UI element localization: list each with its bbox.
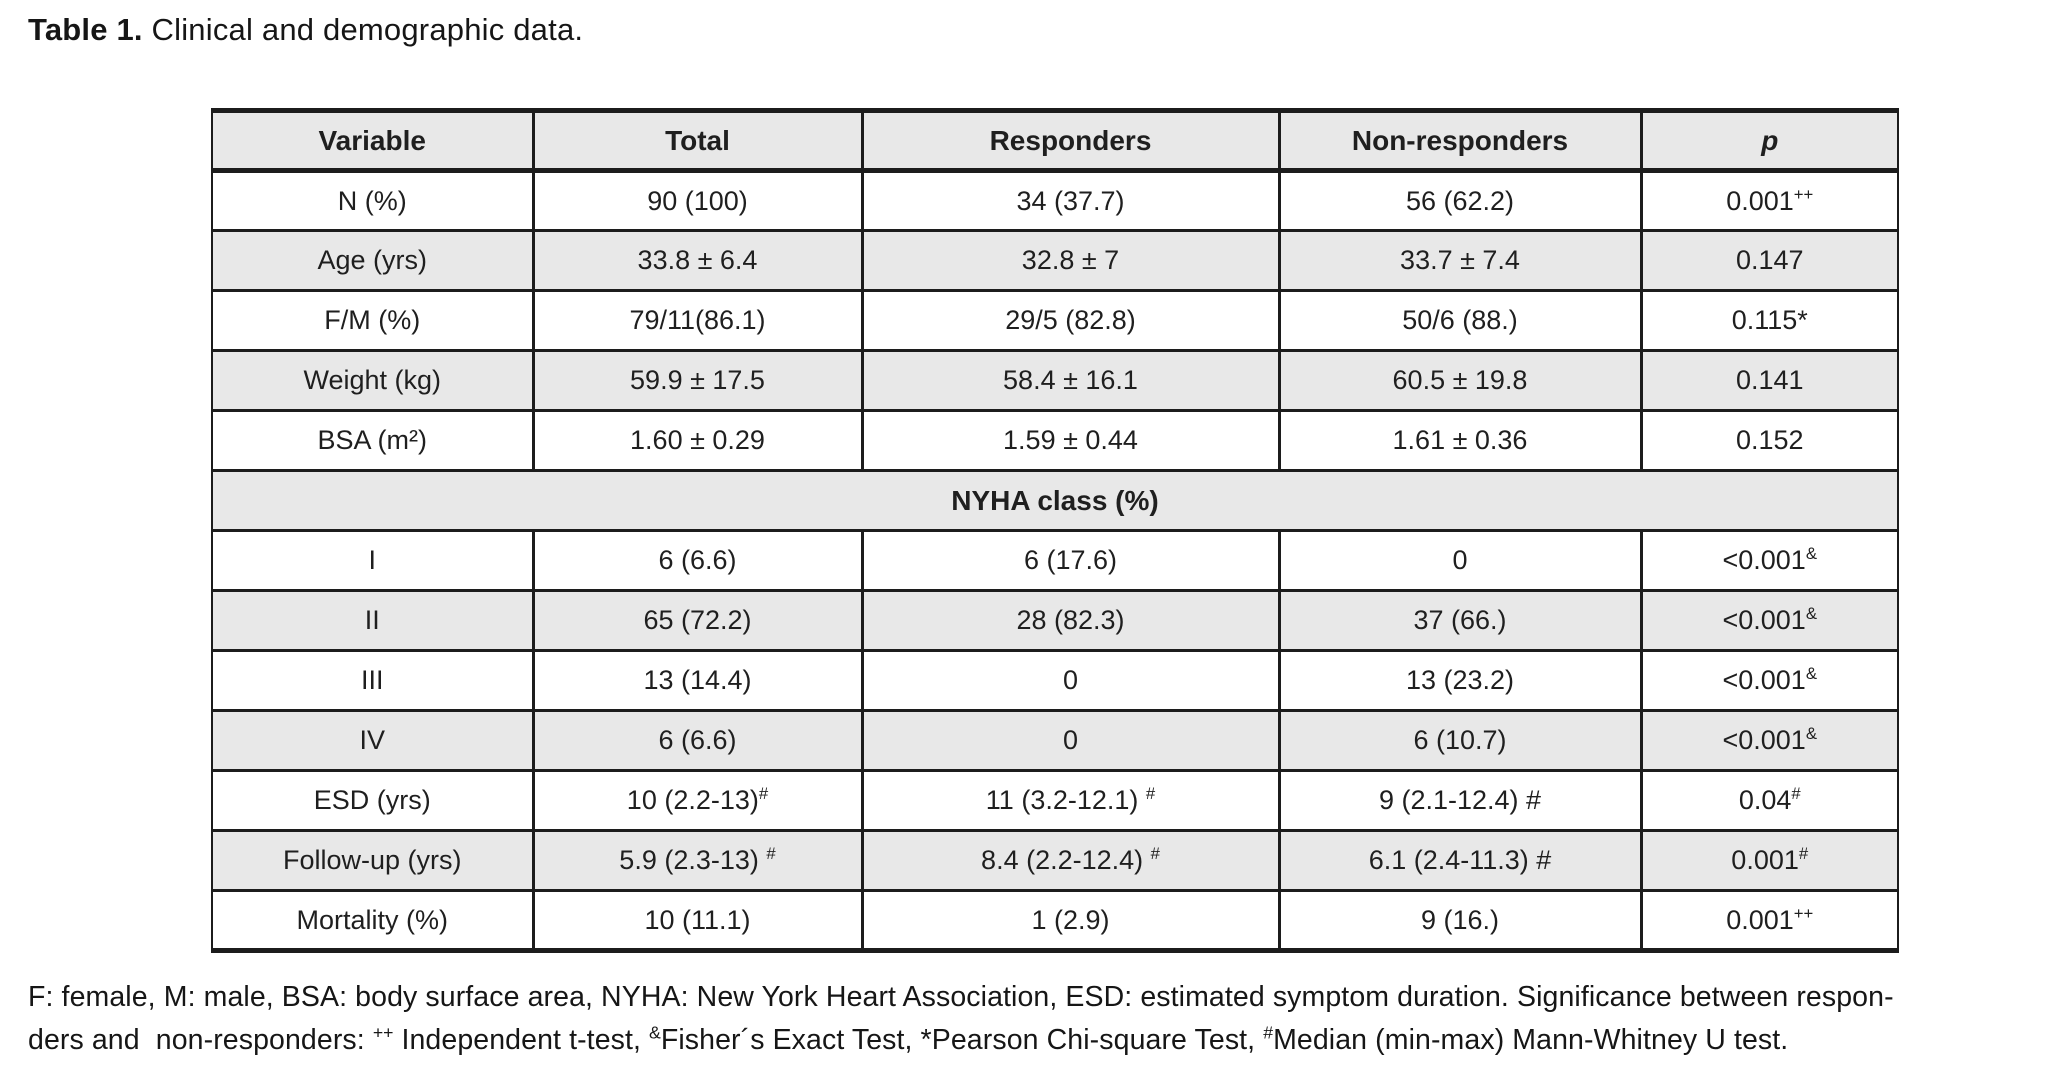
table-row-mortality: Mortality (%) 10 (11.1) 1 (2.9) 9 (16.) … (212, 889, 1898, 951)
cell-non-responders: 0 (1277, 529, 1641, 591)
cell-p: 0.147 (1639, 229, 1898, 291)
cell-variable: ESD (yrs) (212, 769, 533, 831)
cell-p: 0.001++ (1639, 170, 1898, 231)
cell-total: 6 (6.6) (531, 709, 862, 771)
clinical-demographic-table: Variable Total Responders Non-responders… (211, 108, 1899, 953)
table-caption: Table 1. Clinical and demographic data. (28, 12, 583, 48)
cell-non-responders: 37 (66.) (1277, 589, 1641, 651)
cell-variable: Mortality (%) (212, 889, 533, 951)
cell-responders: 1.59 ± 0.44 (860, 409, 1279, 471)
cell-responders: 0 (860, 649, 1279, 711)
cell-variable: III (212, 649, 533, 711)
table-caption-text: Clinical and demographic data. (142, 12, 584, 47)
column-header-non-responders: Non-responders (1277, 110, 1641, 173)
cell-variable: IV (212, 709, 533, 771)
cell-variable: I (212, 529, 533, 591)
cell-total: 13 (14.4) (531, 649, 862, 711)
cell-responders: 6 (17.6) (860, 529, 1279, 591)
cell-p: 0.04# (1639, 769, 1898, 831)
cell-total: 5.9 (2.3-13) # (531, 829, 862, 891)
cell-responders: 0 (860, 709, 1279, 771)
cell-non-responders: 9 (16.) (1277, 889, 1641, 951)
cell-responders: 58.4 ± 16.1 (860, 349, 1279, 411)
table-caption-label: Table 1. (28, 12, 143, 47)
cell-non-responders: 6.1 (2.4-11.3) # (1277, 829, 1641, 891)
cell-total: 6 (6.6) (531, 529, 862, 591)
column-header-p: p (1639, 110, 1898, 173)
cell-variable: Weight (kg) (212, 349, 533, 411)
table-container: Variable Total Responders Non-responders… (211, 108, 1899, 953)
table-row-fm: F/M (%) 79/11(86.1) 29/5 (82.8) 50/6 (88… (212, 289, 1898, 351)
cell-non-responders: 33.7 ± 7.4 (1277, 229, 1641, 291)
table-row-age: Age (yrs) 33.8 ± 6.4 32.8 ± 7 33.7 ± 7.4… (212, 229, 1898, 291)
table-row-nyha-1: I 6 (6.6) 6 (17.6) 0 <0.001& (212, 529, 1898, 591)
header-row: Variable Total Responders Non-responders… (212, 110, 1898, 173)
cell-p: <0.001& (1639, 649, 1898, 711)
table-row-n: N (%) 90 (100) 34 (37.7) 56 (62.2) 0.001… (212, 170, 1898, 231)
cell-non-responders: 1.61 ± 0.36 (1277, 409, 1641, 471)
cell-responders: 28 (82.3) (860, 589, 1279, 651)
cell-total: 65 (72.2) (531, 589, 862, 651)
cell-total: 90 (100) (531, 170, 862, 231)
section-row-nyha: NYHA class (%) (212, 469, 1898, 531)
cell-responders: 34 (37.7) (860, 170, 1279, 231)
cell-variable: F/M (%) (212, 289, 533, 351)
table-row-bsa: BSA (m²) 1.60 ± 0.29 1.59 ± 0.44 1.61 ± … (212, 409, 1898, 471)
column-header-variable: Variable (212, 110, 533, 173)
table-footnote: F: female, M: male, BSA: body surface ar… (28, 976, 1894, 1062)
cell-non-responders: 56 (62.2) (1277, 170, 1641, 231)
cell-variable: Follow-up (yrs) (212, 829, 533, 891)
cell-p: <0.001& (1639, 709, 1898, 771)
table-row-nyha-4: IV 6 (6.6) 0 6 (10.7) <0.001& (212, 709, 1898, 771)
table-row-nyha-3: III 13 (14.4) 0 13 (23.2) <0.001& (212, 649, 1898, 711)
cell-total: 10 (2.2-13)# (531, 769, 862, 831)
cell-p: 0.152 (1639, 409, 1898, 471)
column-header-responders: Responders (860, 110, 1279, 173)
cell-variable: BSA (m²) (212, 409, 533, 471)
cell-responders: 32.8 ± 7 (860, 229, 1279, 291)
cell-non-responders: 13 (23.2) (1277, 649, 1641, 711)
table-row-nyha-2: II 65 (72.2) 28 (82.3) 37 (66.) <0.001& (212, 589, 1898, 651)
cell-p: 0.141 (1639, 349, 1898, 411)
cell-responders: 8.4 (2.2-12.4) # (860, 829, 1279, 891)
cell-non-responders: 9 (2.1-12.4) # (1277, 769, 1641, 831)
cell-p: 0.001# (1639, 829, 1898, 891)
cell-p: <0.001& (1639, 529, 1898, 591)
footnote-line-1: F: female, M: male, BSA: body surface ar… (28, 981, 1894, 1013)
table-row-esd: ESD (yrs) 10 (2.2-13)# 11 (3.2-12.1) # 9… (212, 769, 1898, 831)
table-row-weight: Weight (kg) 59.9 ± 17.5 58.4 ± 16.1 60.5… (212, 349, 1898, 411)
cell-total: 59.9 ± 17.5 (531, 349, 862, 411)
cell-total: 79/11(86.1) (531, 289, 862, 351)
cell-responders: 1 (2.9) (860, 889, 1279, 951)
cell-p: <0.001& (1639, 589, 1898, 651)
section-header-nyha: NYHA class (%) (212, 469, 1898, 531)
cell-variable: II (212, 589, 533, 651)
cell-total: 10 (11.1) (531, 889, 862, 951)
table-row-followup: Follow-up (yrs) 5.9 (2.3-13) # 8.4 (2.2-… (212, 829, 1898, 891)
cell-responders: 29/5 (82.8) (860, 289, 1279, 351)
cell-non-responders: 50/6 (88.) (1277, 289, 1641, 351)
cell-non-responders: 60.5 ± 19.8 (1277, 349, 1641, 411)
cell-p: 0.001++ (1639, 889, 1898, 951)
footnote-line-2: ders and non-responders: ++ Independent … (28, 1022, 1789, 1056)
cell-variable: Age (yrs) (212, 229, 533, 291)
cell-total: 1.60 ± 0.29 (531, 409, 862, 471)
column-header-total: Total (531, 110, 862, 173)
cell-non-responders: 6 (10.7) (1277, 709, 1641, 771)
cell-p: 0.115* (1639, 289, 1898, 351)
cell-responders: 11 (3.2-12.1) # (860, 769, 1279, 831)
cell-total: 33.8 ± 6.4 (531, 229, 862, 291)
cell-variable: N (%) (337, 185, 407, 216)
